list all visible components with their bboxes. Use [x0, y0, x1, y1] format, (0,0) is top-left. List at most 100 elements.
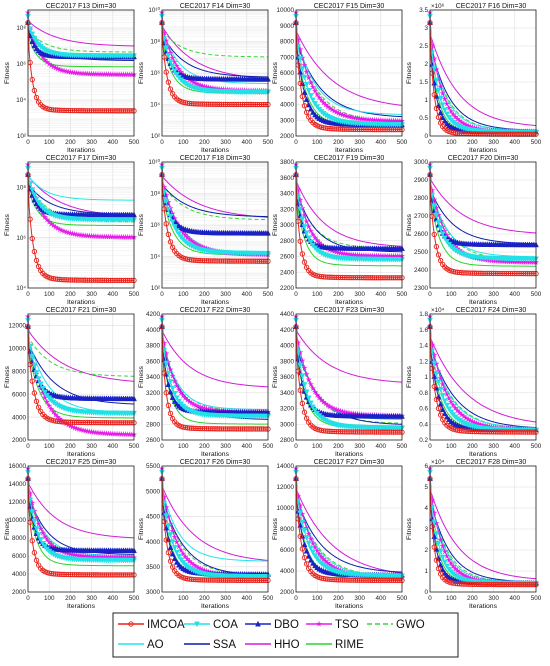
- series-imcoa-marker: [167, 410, 174, 417]
- y-tick-label: 5: [424, 484, 428, 491]
- y-tick-label: 2400: [280, 269, 295, 276]
- x-tick-label: 300: [488, 443, 499, 450]
- series-imcoa-marker: [433, 243, 440, 250]
- series-imcoa-marker: [35, 404, 42, 410]
- series-coa-marker: [441, 398, 448, 405]
- legend-label-gwo: GWO: [396, 619, 425, 631]
- y-tick-label: 2500: [414, 249, 429, 256]
- x-tick-label: 200: [467, 443, 478, 450]
- x-tick-label: 100: [44, 443, 55, 450]
- x-tick-label: 0: [428, 291, 432, 298]
- series-dbo-marker: [303, 96, 310, 102]
- series-ao-line: [161, 474, 269, 562]
- series-coa-marker: [305, 235, 312, 242]
- x-tick-label: 0: [26, 291, 30, 298]
- series-tso-marker: [450, 111, 457, 118]
- x-tick-label: 100: [44, 595, 55, 602]
- series-tso-marker: [177, 389, 185, 396]
- series-coa-marker: [301, 74, 308, 81]
- x-tick-label: 0: [160, 595, 164, 602]
- axes-frame: [429, 161, 537, 289]
- series-tso-marker: [307, 381, 315, 388]
- series-coa-marker: [433, 371, 440, 377]
- axes-frame: [27, 9, 135, 137]
- series-imcoa-marker: [301, 259, 308, 265]
- y-tick-label: 10¹⁰: [148, 7, 160, 14]
- series-imcoa-marker: [303, 109, 310, 115]
- subplot-8: 2300 2400 2500 2600 2700 2800 2900 3000 0 100 200 3…: [406, 155, 542, 306]
- y-tick-label: 3000: [280, 117, 295, 124]
- series-dbo-marker: [29, 38, 36, 45]
- series-coa-marker: [439, 393, 446, 399]
- series-imcoa-marker: [31, 87, 38, 94]
- axes-frame: [295, 313, 403, 441]
- series-dbo-marker: [444, 413, 450, 420]
- series-tso-marker: [441, 95, 449, 102]
- series-imcoa-marker: [163, 221, 169, 227]
- series-imcoa-marker: [433, 396, 440, 403]
- y-tick-label: 10⁶: [150, 70, 160, 77]
- x-tick-label: 400: [108, 139, 119, 146]
- y-tick-label: 10⁸: [16, 184, 26, 191]
- subplot-14: 3000 3500 4000 4500 5000 5500 0 100 200 300 400 500…: [138, 459, 274, 610]
- x-tick-label: 500: [263, 595, 274, 602]
- x-tick-label: 500: [531, 595, 542, 602]
- y-tick-label: 6: [424, 463, 428, 470]
- series-imcoa-marker: [35, 263, 42, 270]
- series-coa-marker: [305, 395, 312, 402]
- y-tick-label: 2600: [146, 437, 161, 444]
- series-coa-marker: [35, 200, 42, 206]
- y-tick-label: 3200: [146, 390, 161, 397]
- legend-label-imcoa: IMCOA: [147, 619, 185, 631]
- y-tick-label: 3000: [414, 159, 429, 166]
- series-coa-marker: [31, 362, 38, 369]
- y-tick-label: 10⁸: [150, 39, 160, 46]
- series-imcoa-marker: [435, 405, 442, 412]
- series-coa-marker: [171, 224, 178, 230]
- x-tick-label: 400: [242, 443, 253, 450]
- x-tick-label: 400: [376, 139, 387, 146]
- series-rime-line: [27, 484, 134, 567]
- series-imcoa-marker: [163, 69, 169, 75]
- y-tick-label: 4000: [280, 343, 295, 350]
- series-tso-marker: [301, 364, 308, 371]
- series-imcoa-marker: [297, 387, 303, 393]
- series-coa-marker: [303, 389, 310, 396]
- series-hho-line: [429, 320, 537, 423]
- series-tso-marker: [309, 83, 317, 90]
- series-tso-marker: [303, 218, 310, 225]
- series-tso-marker: [439, 90, 446, 97]
- x-tick-label: 400: [510, 595, 521, 602]
- series-tso-marker: [309, 540, 317, 547]
- x-tick-label: 200: [65, 139, 76, 146]
- y-axis-label: Fitness: [272, 61, 279, 84]
- series-coa-marker: [303, 81, 310, 88]
- y-tick-label: 4200: [280, 327, 295, 334]
- legend-label-dbo: DBO: [274, 619, 299, 631]
- x-tick-label: 400: [242, 291, 253, 298]
- y-axis-label: Fitness: [406, 517, 413, 540]
- series-coa-marker: [33, 39, 40, 45]
- series-dbo-marker: [441, 117, 448, 124]
- series-gwo-line: [161, 25, 269, 58]
- series-coa-marker: [35, 532, 42, 538]
- x-tick-label: 100: [446, 139, 457, 146]
- series-rime-line: [295, 180, 403, 267]
- x-axis-label: Iterations: [67, 603, 96, 610]
- series-coa-marker: [307, 400, 314, 407]
- series-coa-marker: [437, 386, 444, 393]
- y-tick-label: 0.8: [419, 390, 428, 397]
- series-dbo-marker: [31, 42, 38, 49]
- y-tick-label: 1: [424, 374, 428, 381]
- series-coa-marker: [37, 537, 44, 543]
- y-tick-label: 2200: [280, 285, 295, 292]
- subplot-11: 2800 3000 3200 3400 3600 3800 4000 4200 4400 0 100…: [272, 307, 408, 458]
- y-tick-label: 8000: [280, 526, 295, 533]
- series-tso-marker: [445, 104, 453, 111]
- series-coa-marker: [439, 231, 446, 238]
- y-tick-label: 3000: [146, 589, 161, 596]
- series-coa-marker: [176, 398, 182, 405]
- series-imcoa-marker: [33, 398, 40, 404]
- subplot-3: 2000 3000 4000 5000 6000 7000 8000 9000 10000 0 10…: [272, 3, 408, 154]
- series-coa-marker: [431, 360, 438, 367]
